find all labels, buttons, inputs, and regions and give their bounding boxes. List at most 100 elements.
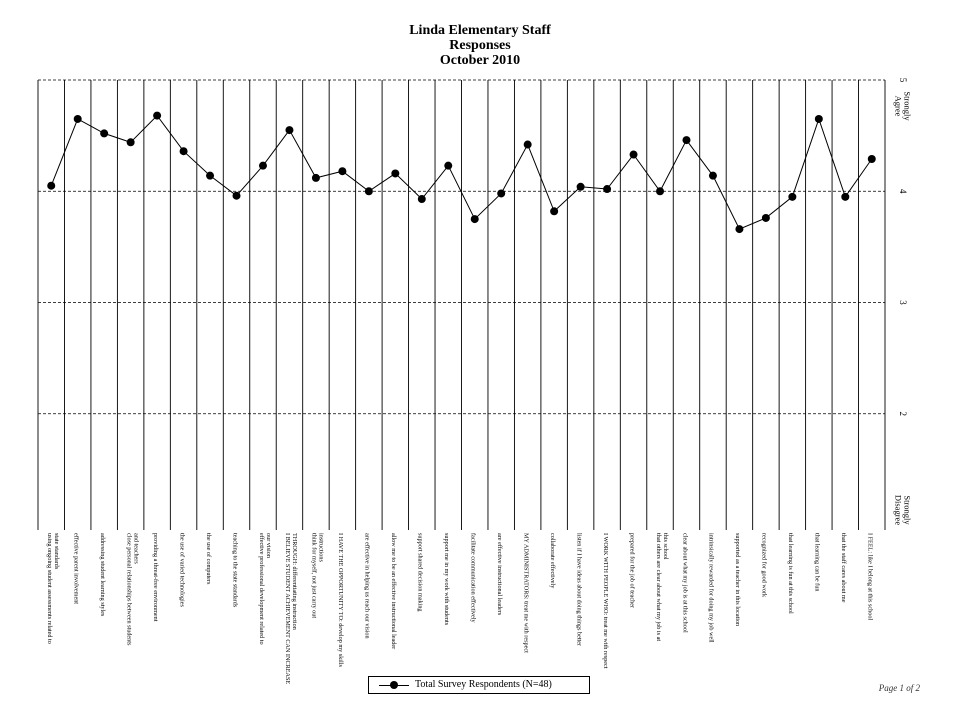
x-tick-label-line: instructions	[318, 533, 325, 562]
x-tick-label-line: are effective instructional leaders	[496, 533, 503, 616]
x-tick-label: allow me to be an effective instructiona…	[390, 533, 397, 649]
x-tick-label: prepared for the job of teacher	[628, 533, 635, 608]
x-tick-label: addressing student learning styles	[99, 533, 106, 617]
data-point	[179, 147, 188, 156]
x-tick-label: clear about what my job is at this schoo…	[681, 533, 688, 633]
data-point	[603, 185, 612, 194]
x-tick-label: that learning is fun at this school	[787, 533, 794, 614]
x-tick-label: support shared decision making	[417, 533, 424, 612]
x-tick-label-line: facilitate communication effectively	[470, 533, 477, 623]
x-tick-label: I BELIEVE STUDENT ACHIEVEMENT CAN INCREA…	[284, 533, 298, 684]
x-tick-label-line: I HAVE THE OPPORTUNITY TO: develop my sk…	[337, 533, 344, 667]
data-point	[841, 192, 850, 201]
category-column-lines	[37, 80, 886, 530]
x-tick-label: I WORK WITH PEOPLE WHO: treat me with re…	[602, 533, 609, 669]
data-point	[523, 140, 532, 149]
data-point	[470, 215, 479, 224]
data-point	[206, 171, 215, 180]
legend-label: Total Survey Respondents (N=48)	[415, 679, 552, 690]
x-tick-label: recognized for good work	[761, 533, 768, 598]
y-tick-label: 4	[898, 189, 908, 194]
x-tick-label: MY ADMINISTRATORS: treat me with respect	[522, 533, 529, 653]
x-tick-label-line: I FEEL: like I belong at this school	[867, 533, 874, 620]
x-tick-label: I FEEL: like I belong at this school	[867, 533, 874, 620]
x-tick-label-line: MY ADMINISTRATORS: treat me with respect	[522, 533, 529, 653]
x-tick-label-line: that others are clear about what my job …	[655, 533, 662, 641]
data-point	[550, 207, 559, 216]
x-tick-label: teaching to the state standards	[231, 533, 238, 608]
x-tick-label: effective professional development relat…	[258, 533, 272, 645]
x-tick-label: collaborate effectively	[549, 533, 556, 589]
x-tick-label-line: the use of varied technologies	[178, 533, 185, 607]
x-tick-label-line: recognized for good work	[761, 533, 768, 598]
data-point	[47, 181, 56, 190]
x-tick-label: I HAVE THE OPPORTUNITY TO: develop my sk…	[337, 533, 344, 667]
x-tick-label-line: using ongoing student assessments relate…	[46, 533, 53, 644]
data-point	[867, 154, 876, 163]
data-point	[682, 136, 691, 145]
x-axis-labels: using ongoing student assessments relate…	[46, 533, 874, 684]
x-tick-label-line: and teachers	[132, 533, 139, 564]
x-tick-label-line: I WORK WITH PEOPLE WHO: treat me with re…	[602, 533, 609, 669]
y-tick-label: 3	[898, 300, 908, 305]
x-tick-label: that learning can be fun	[814, 533, 821, 591]
x-tick-label: the use of computers	[205, 533, 212, 585]
data-point	[391, 169, 400, 178]
x-tick-label: providing a threat-free environment	[152, 533, 159, 622]
y-anchor-strongly-disagree-word: Disagree	[894, 495, 904, 525]
x-tick-label-line: supported as a teacher in this location	[734, 533, 741, 626]
data-point	[629, 150, 638, 159]
series-line	[50, 114, 873, 230]
data-point	[73, 114, 82, 123]
x-tick-label-line: clear about what my job is at this schoo…	[681, 533, 688, 633]
x-tick-label: support me in my work with students	[443, 533, 450, 626]
x-tick-label-line: support me in my work with students	[443, 533, 450, 626]
data-point	[814, 114, 823, 123]
x-tick-label: are effective instructional leaders	[496, 533, 503, 616]
page-number: Page 1 of 2	[878, 683, 920, 693]
x-tick-label-line: are effective in helping us reach our vi…	[364, 533, 371, 639]
x-tick-label-line: allow me to be an effective instructiona…	[390, 533, 397, 649]
x-tick-label-line: providing a threat-free environment	[152, 533, 159, 622]
x-tick-label-line: that the staff cares about me	[840, 533, 847, 603]
x-tick-label-line: think for myself, not just carry out	[311, 533, 318, 618]
x-tick-label-line: this school	[662, 533, 669, 560]
data-point	[364, 187, 373, 196]
x-tick-label: that the staff cares about me	[840, 533, 847, 603]
x-tick-label-line: our vision	[265, 533, 272, 558]
x-tick-label: listen if I have ideas about doing thing…	[575, 533, 582, 646]
x-tick-label-line: the use of computers	[205, 533, 212, 585]
data-point	[656, 187, 665, 196]
y-tick-label: 5	[898, 78, 908, 83]
x-tick-label-line: prepared for the job of teacher	[628, 533, 635, 608]
x-tick-label-line: state standards	[53, 533, 60, 570]
x-tick-label: using ongoing student assessments relate…	[46, 533, 60, 644]
x-tick-label: facilitate communication effectively	[470, 533, 477, 623]
data-point	[285, 126, 294, 135]
legend-marker-dot	[390, 681, 398, 689]
x-tick-label-line: addressing student learning styles	[99, 533, 106, 617]
data-point	[338, 167, 347, 176]
x-tick-label: effective parent involvement	[72, 533, 79, 604]
y-tick-label: 2	[898, 412, 908, 417]
data-point	[788, 192, 797, 201]
x-tick-label-line: effective parent involvement	[72, 533, 79, 604]
y-anchor-strongly-disagree-word: Strongly	[903, 495, 913, 525]
data-point	[153, 111, 162, 120]
data-point	[100, 129, 109, 138]
data-point	[576, 182, 585, 191]
data-point	[497, 189, 506, 198]
x-tick-label: are effective in helping us reach our vi…	[364, 533, 371, 639]
x-tick-label-line: intrinsically rewarded for doing my job …	[708, 533, 715, 643]
data-point	[311, 173, 320, 182]
x-tick-label: the use of varied technologies	[178, 533, 185, 607]
y-anchor-strongly-agree-word: Strongly	[903, 91, 913, 121]
x-tick-label-line: support shared decision making	[417, 533, 424, 612]
x-tick-label-line: that learning can be fun	[814, 533, 821, 591]
x-tick-label-line: close personal relationships between stu…	[125, 533, 132, 646]
gridlines	[38, 79, 885, 415]
title-line-1: Linda Elementary Staff	[409, 23, 551, 38]
